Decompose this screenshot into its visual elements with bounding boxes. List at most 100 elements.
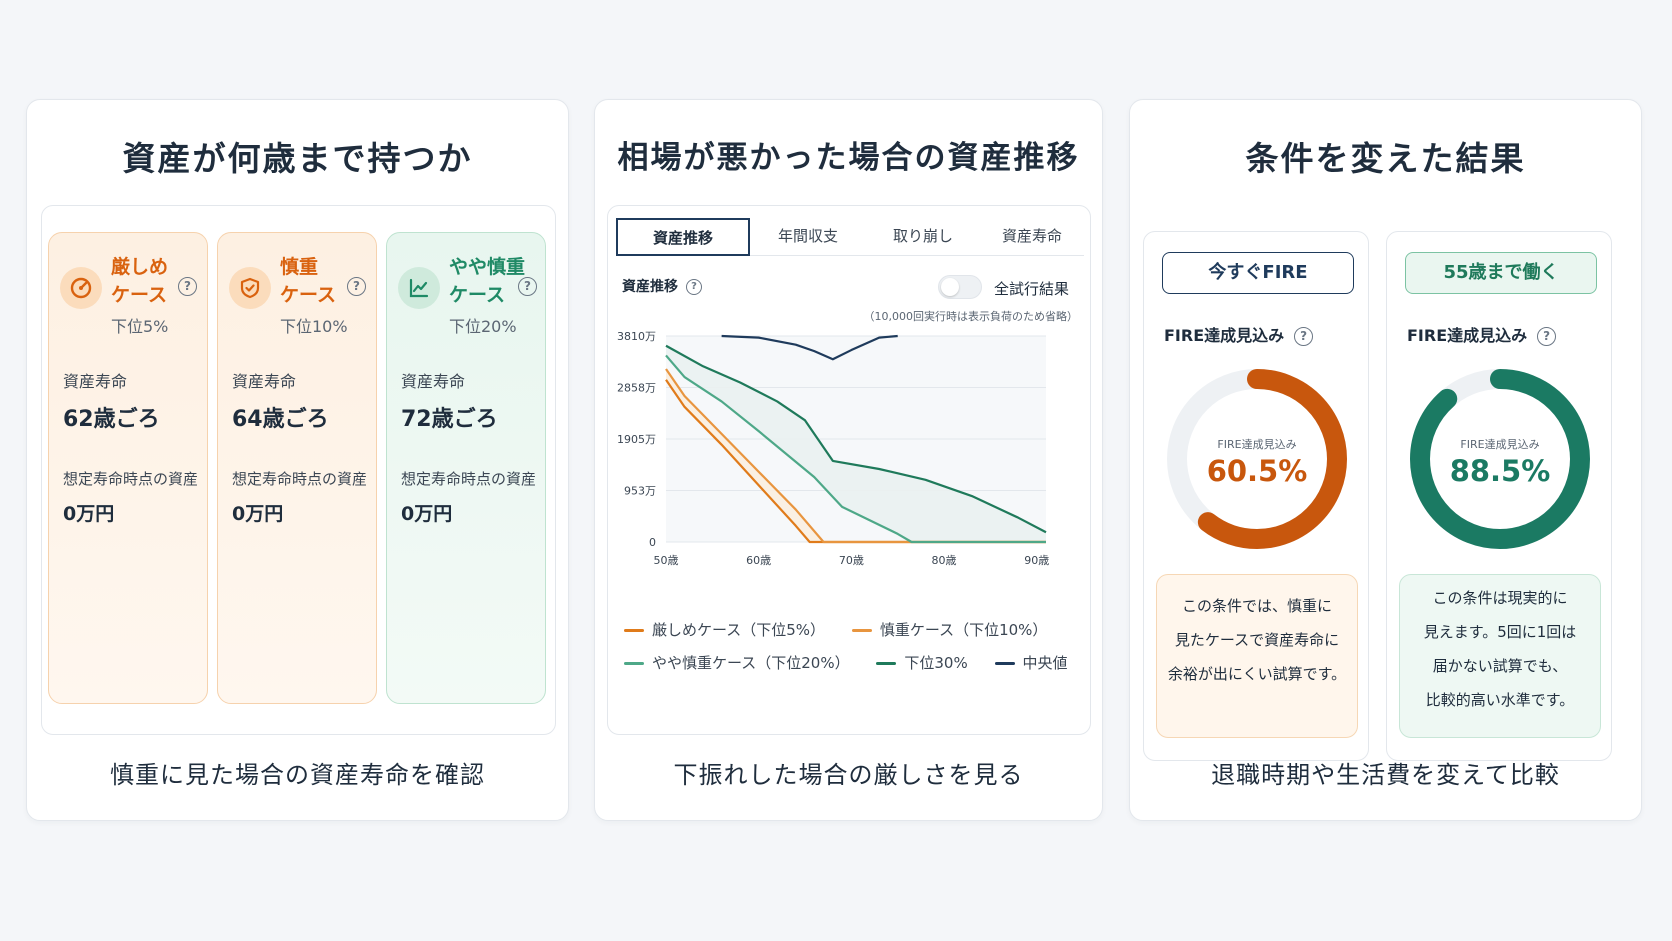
case-card-slightly-cautious: やや慎重 ケース ? 下位20% 資産寿命 72歳ごろ 想定寿命時点の資産 0万… — [386, 232, 546, 704]
asset-label: 想定寿命時点の資産 — [232, 470, 368, 488]
case-name: 慎重 ケース — [280, 256, 337, 306]
life-label: 資産寿命 — [63, 372, 128, 391]
legend-item: 中央値 — [994, 652, 1068, 673]
chart-legend-row-2: やや慎重ケース（下位20%） 下位30% 中央値 — [624, 652, 1090, 673]
help-icon[interactable]: ? — [518, 277, 537, 296]
asset-value: 0万円 — [63, 503, 115, 525]
toggle-knob — [941, 278, 959, 296]
chart-legend-row-1: 厳しめケース（下位5%） 慎重ケース（下位10%） — [624, 619, 1069, 640]
donut-value: 88.5% — [1449, 454, 1551, 488]
case-name: やや慎重 ケース — [449, 256, 526, 306]
fire-probability-text: FIRE達成見込み — [1164, 326, 1285, 345]
help-icon[interactable]: ? — [1537, 327, 1557, 346]
tab-annual-balance[interactable]: 年間収支 — [777, 227, 838, 245]
x-tick-label: 90歳 — [1024, 554, 1049, 567]
life-value: 62歳ごろ — [63, 407, 160, 432]
y-tick-label: 1905万 — [617, 433, 656, 446]
donut-value: 60.5% — [1206, 454, 1308, 488]
y-tick-label: 0 — [649, 536, 656, 549]
all-trials-toggle[interactable] — [938, 275, 982, 299]
case-card-severe: 厳しめ ケース ? 下位5% 資産寿命 62歳ごろ 想定寿命時点の資産 0万円 — [48, 232, 208, 704]
tab-bar: 資産推移 年間収支 取り崩し 資産寿命 — [616, 218, 1084, 256]
case-rank: 下位10% — [280, 317, 348, 336]
legend-swatch — [994, 662, 1015, 665]
x-tick-label: 70歳 — [839, 554, 864, 567]
tab-asset-trend[interactable]: 資産推移 — [616, 218, 750, 256]
x-tick-label: 60歳 — [746, 554, 771, 567]
y-tick-label: 953万 — [624, 485, 656, 498]
panel-title: 相場が悪かった場合の資産推移 — [617, 140, 1080, 176]
series-line-2 — [665, 354, 1046, 544]
donut-sublabel: FIRE達成見込み — [1217, 438, 1297, 451]
y-tick-label: 2858万 — [617, 382, 656, 395]
tab-withdrawal[interactable]: 取り崩し — [892, 227, 953, 245]
panel-caption: 慎重に見た場合の資産寿命を確認 — [110, 761, 485, 789]
life-label: 資産寿命 — [232, 372, 297, 391]
panel-caption: 下振れした場合の厳しさを見る — [673, 761, 1024, 789]
legend-swatch — [851, 629, 872, 632]
band-fill — [666, 345, 1046, 542]
series-line-0 — [665, 379, 1046, 544]
work-until-55-button[interactable]: 55歳まで働く — [1405, 252, 1597, 294]
life-value: 64歳ごろ — [232, 407, 329, 432]
series-line-4 — [721, 334, 898, 361]
tab-asset-life[interactable]: 資産寿命 — [1001, 227, 1062, 245]
asset-label: 想定寿命時点の資産 — [401, 470, 537, 488]
scenario-card-fire-now: 今すぐFIRE FIRE達成見込み? FIRE達成見込み 60.5% この条件で… — [1143, 231, 1369, 761]
legend-label: 慎重ケース（下位10%） — [879, 621, 1048, 639]
line-chart-icon — [398, 267, 440, 309]
series-line-1 — [665, 368, 1046, 544]
legend-item: 厳しめケース（下位5%） — [624, 619, 825, 640]
donut-arc — [1167, 369, 1347, 549]
help-icon[interactable]: ? — [1294, 327, 1314, 346]
legend-label: 厳しめケース（下位5%） — [652, 621, 826, 639]
scenario-comparison-panel: 条件を変えた結果 今すぐFIRE FIRE達成見込み? FIRE達成見込み 60… — [1129, 99, 1642, 821]
legend-label: やや慎重ケース（下位20%） — [652, 654, 850, 672]
case-card-cautious: 慎重 ケース ? 下位10% 資産寿命 64歳ごろ 想定寿命時点の資産 0万円 — [217, 232, 377, 704]
help-icon[interactable]: ? — [347, 277, 366, 296]
series-line-3 — [665, 344, 1047, 534]
fire-donut-chart — [1167, 369, 1347, 549]
legend-item: 下位30% — [876, 652, 968, 673]
scenario-container: 今すぐFIRE FIRE達成見込み? FIRE達成見込み 60.5% この条件で… — [1130, 205, 1643, 761]
legend-swatch — [876, 662, 897, 665]
toggle-label: 全試行結果 — [994, 280, 1070, 298]
fire-probability-text: FIRE達成見込み — [1407, 326, 1528, 345]
toggle-note: （10,000回実行時は表示負荷のため省略） — [863, 310, 1079, 323]
fire-donut-chart — [1410, 369, 1590, 549]
fire-now-button[interactable]: 今すぐFIRE — [1162, 252, 1354, 294]
panel-title: 条件を変えた結果 — [1245, 139, 1526, 178]
scenario-note: この条件は現実的に 見えます。5回に1回は 届かない試算でも、 比較的高い水準で… — [1399, 574, 1601, 738]
help-icon[interactable]: ? — [686, 279, 702, 295]
case-name: 厳しめ ケース — [111, 256, 169, 306]
legend-swatch — [624, 629, 644, 632]
asset-label: 想定寿命時点の資産 — [63, 470, 199, 488]
y-tick-label: 3810万 — [617, 330, 656, 343]
asset-longevity-panel: 資産が何歳まで持つか 厳しめ ケース ? 下位5% 資産寿命 62歳ごろ 想定寿… — [26, 99, 569, 821]
legend-swatch — [624, 662, 644, 665]
x-tick-label: 80歳 — [932, 554, 957, 567]
case-rank: 下位20% — [449, 317, 517, 336]
chart-card: 資産推移 年間収支 取り崩し 資産寿命 資産推移? 全試行結果 （10,000回… — [607, 205, 1091, 735]
panel-caption: 退職時期や生活費を変えて比較 — [1211, 761, 1560, 789]
donut-arc — [1410, 369, 1590, 549]
downside-asset-panel: 相場が悪かった場合の資産推移 資産推移 年間収支 取り崩し 資産寿命 資産推移?… — [594, 99, 1103, 821]
life-label: 資産寿命 — [401, 372, 466, 391]
legend-item: 慎重ケース（下位10%） — [851, 619, 1048, 640]
asset-value: 0万円 — [232, 503, 284, 525]
chart-title-text: 資産推移 — [622, 279, 678, 295]
donut-sublabel: FIRE達成見込み — [1460, 438, 1540, 451]
gauge-icon — [60, 267, 102, 309]
legend-label: 下位30% — [904, 654, 968, 672]
asset-value: 0万円 — [401, 503, 453, 525]
life-value: 72歳ごろ — [401, 407, 498, 432]
case-cards-container: 厳しめ ケース ? 下位5% 資産寿命 62歳ごろ 想定寿命時点の資産 0万円 … — [41, 205, 556, 735]
case-rank: 下位5% — [111, 317, 169, 336]
help-icon[interactable]: ? — [178, 277, 197, 296]
shield-icon — [229, 267, 271, 309]
scenario-card-work-until-55: 55歳まで働く FIRE達成見込み? FIRE達成見込み 88.5% この条件は… — [1386, 231, 1612, 761]
fire-probability-label: FIRE達成見込み? — [1164, 322, 1314, 346]
scenario-note: この条件では、慎重に 見たケースで資産寿命に 余裕が出にくい試算です。 — [1156, 574, 1358, 738]
fire-probability-label: FIRE達成見込み? — [1407, 322, 1557, 346]
legend-label: 中央値 — [1022, 654, 1068, 672]
